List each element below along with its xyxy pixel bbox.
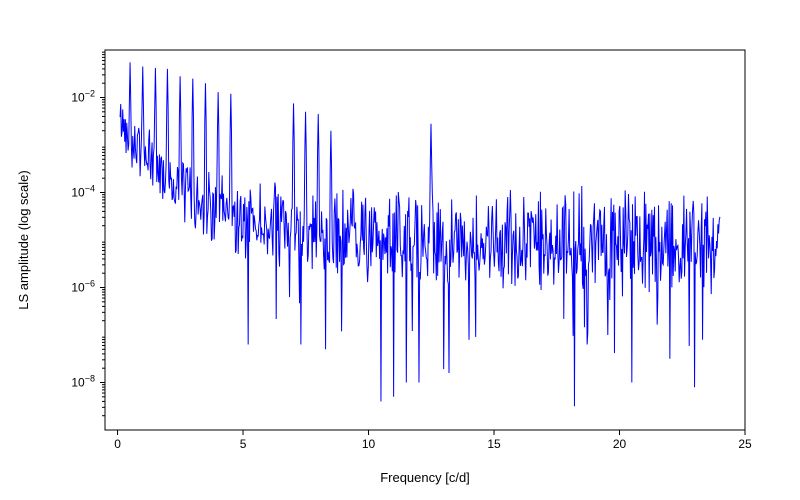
x-tick-label: 0 <box>114 437 121 451</box>
periodogram-chart: 0 5 10 15 20 25 10−8 10−6 10−4 10−2 Frequency [c/d… <box>0 0 800 500</box>
y-tick-label: 10−4 <box>71 184 95 200</box>
x-tick-label: 25 <box>738 437 752 451</box>
y-axis-label: LS amplitude (log scale) <box>16 170 31 309</box>
x-tick-label: 5 <box>240 437 247 451</box>
chart-container: 0 5 10 15 20 25 10−8 10−6 10−4 10−2 Frequency [c/d… <box>0 0 800 500</box>
x-tick-label: 10 <box>362 437 376 451</box>
y-tick-label: 10−6 <box>71 279 95 295</box>
x-axis-label: Frequency [c/d] <box>380 470 470 485</box>
y-tick-label: 10−8 <box>71 374 95 390</box>
x-tick-label: 20 <box>613 437 627 451</box>
y-tick-label: 10−2 <box>71 89 95 105</box>
periodogram-line <box>120 62 720 406</box>
x-tick-label: 15 <box>487 437 501 451</box>
